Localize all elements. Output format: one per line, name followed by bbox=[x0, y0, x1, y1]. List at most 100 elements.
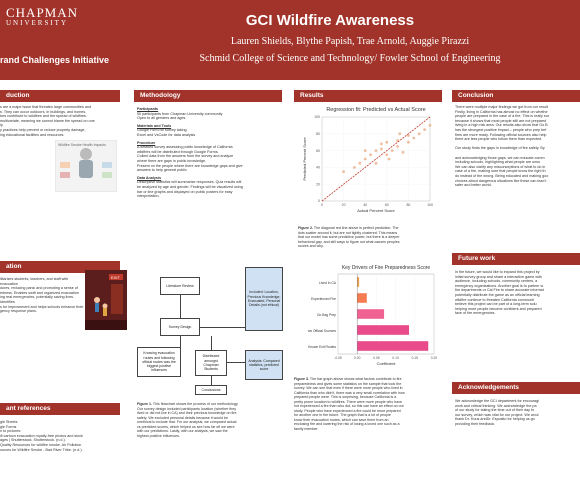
text-line: gle Forms bbox=[0, 424, 17, 429]
text-line: gle Sheets bbox=[0, 420, 18, 424]
text-line: There were multiple major findings we go… bbox=[455, 105, 549, 109]
scatter-point bbox=[423, 128, 426, 131]
analysis-label: Data Analysis bbox=[137, 175, 162, 180]
text-line: with our predictions. Lastly, with our a… bbox=[137, 429, 228, 433]
text-line: family member. bbox=[294, 426, 319, 431]
flow-distributed: Distributed amongst Chapman Students bbox=[195, 350, 227, 376]
text-line: interpretation. bbox=[137, 194, 160, 199]
x-tick-label: -0.05 bbox=[334, 356, 342, 360]
text-line: We acknowledge the GCI department for en… bbox=[455, 399, 539, 403]
text-line: that our model has some predictive power… bbox=[298, 235, 400, 239]
category-label: ws Official Sources bbox=[308, 329, 336, 333]
figure3-caption: Figure 3. The bar graph above shows what… bbox=[294, 377, 444, 431]
text-line: Google Form for survey taking bbox=[137, 128, 187, 133]
results-heading: Results bbox=[294, 90, 442, 102]
scatter-point bbox=[363, 157, 367, 161]
scatter-point bbox=[385, 140, 389, 144]
exit-sign-icon bbox=[109, 274, 123, 280]
text-line: California than who didn't, there was a … bbox=[294, 390, 405, 395]
text-line: s are a major issue that threaten large … bbox=[0, 105, 92, 109]
text-line: case of a fire, making sure that people … bbox=[455, 169, 546, 174]
text-line: living in a high risk area. Our results … bbox=[455, 123, 548, 128]
x-axis-label: Actual Percent Score bbox=[357, 208, 395, 213]
category-label: Lived In CA bbox=[319, 281, 337, 285]
poster-title: GCI Wildfire Awareness bbox=[245, 12, 415, 29]
text-line: thank Dr. Hous andDr. Esposito for helpi… bbox=[455, 417, 535, 422]
materials-label: Materials and Tools bbox=[137, 123, 172, 128]
bar bbox=[357, 341, 429, 351]
x-tick-label: 40 bbox=[363, 203, 367, 207]
education-text: ilitarizes students, teachers, and staff… bbox=[0, 277, 84, 314]
chart-title: Key Drivers of Fire Preparedness Score bbox=[342, 265, 431, 271]
text-line: dots scatter around it, but are not tigh… bbox=[298, 230, 398, 235]
introduction-text: s are a major issue that threaten large … bbox=[0, 105, 126, 137]
methodology-text: Participants 50 participants from Chapma… bbox=[137, 107, 287, 199]
x-tick-label: 0.05 bbox=[373, 356, 380, 360]
text-line: audience, including schools, community c… bbox=[455, 279, 538, 284]
text-line: lived or did not live in CA) and their p… bbox=[137, 411, 237, 415]
procedure-list: A detailed survey assessing public knowl… bbox=[137, 145, 287, 173]
text-line: multivariate, meaning we cannot blame th… bbox=[0, 118, 95, 123]
text-line: survey. We can see that even if there we… bbox=[294, 386, 403, 390]
text-line: ill cartoon evacuation royalty-free phot… bbox=[0, 433, 84, 438]
text-line: potentially distribute the game as an of… bbox=[455, 292, 540, 297]
text-line: pretty prone location to wildfires. Ther… bbox=[294, 399, 403, 404]
participants-list: 50 participants from Chapman University … bbox=[137, 112, 287, 121]
text-line: emergency organizations. Another goal is… bbox=[455, 283, 544, 288]
chapman-logo: CHAPMAN UNIVERSITY bbox=[6, 6, 78, 28]
scatter-point bbox=[380, 142, 383, 146]
text-line: of our study for taking the time out of … bbox=[455, 408, 535, 413]
scatter-point bbox=[412, 136, 416, 140]
y-tick-label: 60 bbox=[316, 149, 320, 153]
poster-school: Schmid College of Science and Technology… bbox=[199, 53, 501, 64]
scatter-point bbox=[396, 145, 399, 148]
text-line: vs predicted scores, which helped us see… bbox=[137, 424, 235, 429]
text-line: providing their feedback. bbox=[455, 421, 496, 426]
figure1-caption: Figure 1. This flowchart shows the proce… bbox=[137, 402, 287, 438]
category-label: Go Bag Prep bbox=[317, 313, 336, 317]
text-line: Quality Resources for wildfire smoke. Ai… bbox=[0, 442, 82, 447]
text-line: s for improvement and helps schools enha… bbox=[0, 304, 84, 309]
y-tick-label: 100 bbox=[314, 115, 320, 119]
x-tick-label: 0.10 bbox=[392, 356, 399, 360]
scatter-point bbox=[374, 161, 378, 165]
text-line: safety. We excluded personal details bec… bbox=[137, 415, 228, 420]
scatter-point bbox=[407, 140, 410, 144]
text-line: s. They can occur outdoors, in buildings… bbox=[0, 109, 87, 114]
x-tick-label: 0 bbox=[321, 203, 323, 207]
text-line: and acknowledging those gaps, we can edu… bbox=[455, 155, 545, 160]
text-line: Our survey design included participants … bbox=[137, 406, 237, 411]
text-line: Figure 3. The bar graph above shows what… bbox=[294, 377, 402, 381]
scatter-point bbox=[380, 147, 383, 151]
text-line: fire departments or Cal Fire to share ac… bbox=[455, 288, 544, 293]
text-line: ages | Shutterstock. Shutterstock. (n.d.… bbox=[0, 438, 66, 443]
text-line: highest positive influences. bbox=[137, 433, 180, 438]
text-line: preparedness and gives some statistics o… bbox=[294, 381, 402, 386]
text-line: enclosing fire and lowering the risk of … bbox=[294, 422, 400, 426]
bar bbox=[357, 325, 410, 335]
text-line: fires are more ready. Following official… bbox=[455, 132, 547, 137]
scatter-point bbox=[387, 157, 391, 161]
poster-authors: Lauren Shields, Blythe Papish, Trae Arno… bbox=[230, 36, 470, 47]
plot-area bbox=[337, 273, 435, 355]
scatter-point bbox=[363, 149, 367, 152]
x-axis-label: Coefficient bbox=[377, 361, 397, 366]
text-line: there are less people who follow them th… bbox=[455, 137, 543, 142]
procedure-label: Procedure bbox=[137, 140, 156, 145]
text-line: prepared people were. This is surprising… bbox=[294, 395, 397, 399]
scatter-point bbox=[358, 161, 362, 165]
flow-survey-design: Survey Design bbox=[160, 318, 200, 336]
text-line: do instead of the wrong. Being educated … bbox=[455, 173, 549, 178]
scatter-point bbox=[417, 132, 421, 136]
scatter-point bbox=[398, 132, 402, 136]
bar bbox=[357, 309, 385, 319]
acknowledgements-heading: Acknowledgements bbox=[452, 382, 580, 394]
text-line: A detailed survey assessing public knowl… bbox=[137, 145, 233, 150]
scatter-point bbox=[374, 149, 378, 152]
chart-title: Regression fit: Predicted vs Actual Scor… bbox=[326, 107, 425, 113]
text-line: answers to help general public bbox=[137, 168, 187, 173]
text-line: y practices help prevent or reduce prope… bbox=[0, 127, 86, 132]
x-tick-label: 80 bbox=[406, 203, 410, 207]
text-line: Descriptive statistics will summarize re… bbox=[137, 180, 242, 185]
x-tick-label: 60 bbox=[385, 203, 389, 207]
